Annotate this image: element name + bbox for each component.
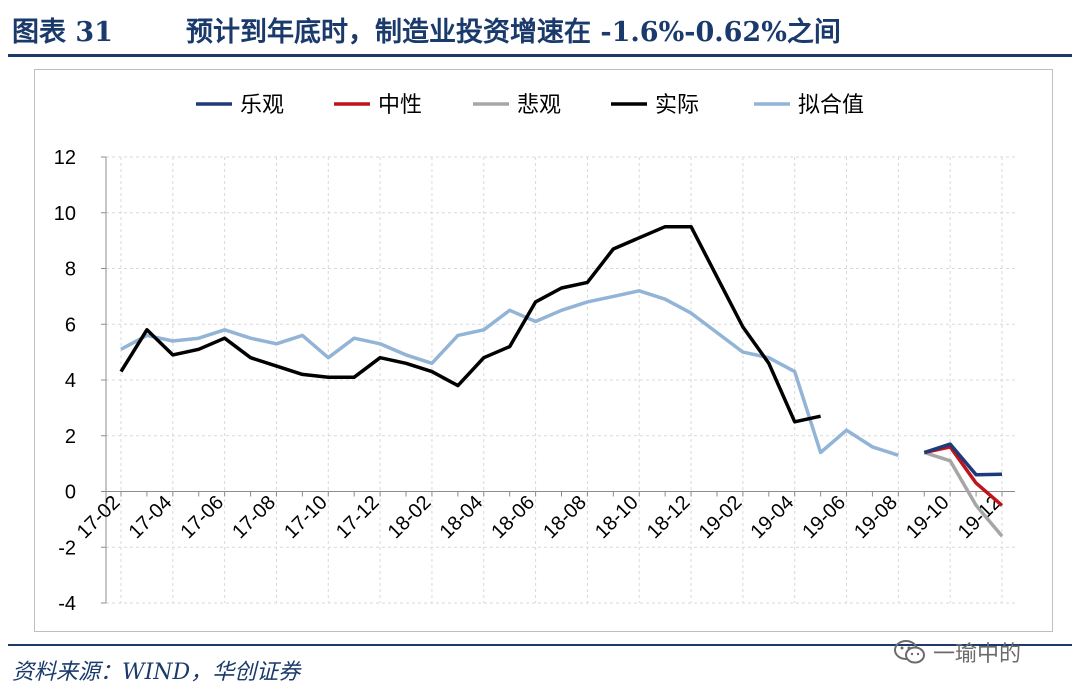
legend-label: 乐观 [240,93,284,118]
x-tick-label: 17-10 [280,491,332,543]
x-tick-label: 18-08 [539,491,591,543]
y-tick-label: 2 [65,426,76,448]
wechat-icon [894,640,925,664]
figure-label: 图表 31 [12,17,113,48]
x-tick-label: 18-10 [591,491,643,543]
x-tick-label: 17-06 [176,491,228,543]
chart-frame [34,69,1053,632]
legend-label: 中性 [378,93,422,118]
series-line-0 [923,442,1003,477]
y-tick-label: -4 [58,593,76,615]
figure-header: 图表 31 预计到年底时，制造业投资增速在 -1.6%-0.62%之间 [0,0,1080,60]
y-tick-label: 10 [54,203,76,225]
x-tick-label: 19-04 [747,491,799,543]
x-tick-label: 18-12 [643,491,695,543]
legend-label: 悲观 [517,93,561,118]
source-note: 资料来源：WIND，华创证券 [12,660,301,685]
x-tick-label: 19-02 [695,491,747,543]
header-divider [8,54,1072,57]
x-tick-label: 19-08 [850,491,902,543]
series-line-4 [120,289,899,457]
y-tick-label: 6 [65,314,76,336]
x-tick-label: 19-06 [798,491,850,543]
x-tick-label: 18-04 [436,491,488,543]
x-tick-label: 18-06 [487,491,539,543]
y-tick-label: 12 [54,147,76,169]
x-tick-label: 17-02 [73,491,125,543]
x-tick-label: 17-04 [125,491,177,543]
x-tick-label: 17-12 [332,491,384,543]
legend-label: 拟合值 [798,93,864,118]
y-tick-label: 0 [65,482,76,504]
y-tick-label: 4 [65,370,76,392]
watermark-text: 一瑜中的 [933,642,1022,667]
x-tick-label: 19-10 [902,491,954,543]
legend-label: 实际 [655,93,699,118]
x-tick-label: 17-08 [228,491,280,543]
series-line-2 [923,450,1004,538]
y-tick-label: 8 [65,259,76,281]
x-tick-label: 18-02 [384,491,436,543]
y-tick-label: -2 [58,537,76,559]
x-tick-label: 19-12 [954,491,1006,543]
watermark: 一瑜中的 [893,636,1021,668]
series-line-3 [119,224,821,424]
footer-divider [8,644,1072,646]
figure-title: 预计到年底时，制造业投资增速在 -1.6%-0.62%之间 [186,17,841,48]
